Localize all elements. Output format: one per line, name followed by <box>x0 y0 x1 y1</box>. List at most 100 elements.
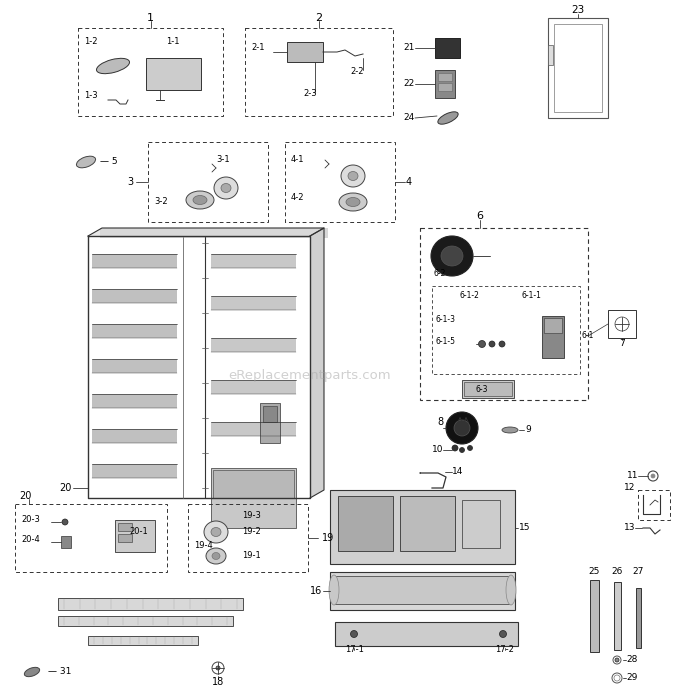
Text: 6-1-2: 6-1-2 <box>460 291 480 300</box>
Ellipse shape <box>62 519 68 525</box>
Text: eReplacementparts.com: eReplacementparts.com <box>229 368 391 382</box>
Polygon shape <box>92 324 177 338</box>
Text: — 31: — 31 <box>48 668 71 676</box>
Polygon shape <box>211 296 296 310</box>
Text: 6-1-3: 6-1-3 <box>436 316 456 325</box>
Bar <box>462 380 514 398</box>
Ellipse shape <box>499 341 505 347</box>
Bar <box>263 406 277 422</box>
Text: 13: 13 <box>624 524 635 533</box>
Ellipse shape <box>346 197 360 206</box>
Text: 1-2: 1-2 <box>84 38 97 46</box>
Text: 3-2: 3-2 <box>154 197 167 206</box>
Bar <box>58 616 233 626</box>
Ellipse shape <box>339 193 367 211</box>
Ellipse shape <box>459 447 465 452</box>
Bar <box>146 58 201 90</box>
Polygon shape <box>92 254 177 268</box>
Polygon shape <box>211 380 296 394</box>
Ellipse shape <box>489 341 495 347</box>
Text: 6-1: 6-1 <box>582 332 594 340</box>
Bar <box>213 470 294 498</box>
Text: 18: 18 <box>212 677 224 687</box>
Polygon shape <box>92 429 177 443</box>
Bar <box>432 286 580 374</box>
Bar <box>435 70 455 98</box>
Bar <box>78 28 223 116</box>
Text: 9: 9 <box>525 426 531 435</box>
Polygon shape <box>92 289 177 303</box>
Bar <box>435 38 460 58</box>
Text: 19-1: 19-1 <box>242 552 260 561</box>
Ellipse shape <box>438 112 458 124</box>
Ellipse shape <box>348 172 358 181</box>
Bar <box>420 228 588 400</box>
Ellipse shape <box>500 631 507 638</box>
Text: 29: 29 <box>626 673 638 682</box>
Text: 11: 11 <box>626 472 638 480</box>
Ellipse shape <box>204 521 228 543</box>
Text: 20-3: 20-3 <box>21 515 40 524</box>
Text: 2-2: 2-2 <box>350 67 363 76</box>
Text: 20: 20 <box>60 483 72 493</box>
Bar <box>245 28 393 116</box>
Bar <box>590 580 599 652</box>
Bar <box>58 598 243 610</box>
Ellipse shape <box>193 195 207 204</box>
Text: 27: 27 <box>632 568 644 577</box>
Text: 6-3: 6-3 <box>475 386 487 395</box>
Ellipse shape <box>212 552 220 559</box>
Text: 24: 24 <box>404 113 415 122</box>
Ellipse shape <box>431 236 473 276</box>
Polygon shape <box>100 228 328 238</box>
Bar <box>548 18 608 118</box>
Bar <box>287 42 323 62</box>
Text: 28: 28 <box>626 655 638 664</box>
Bar <box>260 403 280 443</box>
Polygon shape <box>211 422 296 436</box>
Polygon shape <box>92 464 177 478</box>
Ellipse shape <box>216 666 220 670</box>
Bar <box>400 496 455 551</box>
Ellipse shape <box>446 412 478 444</box>
Text: 4-1: 4-1 <box>291 155 304 164</box>
Ellipse shape <box>25 667 40 677</box>
Polygon shape <box>310 228 324 498</box>
Ellipse shape <box>651 474 655 478</box>
Bar <box>115 520 155 552</box>
Text: 6-1-5: 6-1-5 <box>436 337 456 346</box>
Bar <box>462 500 500 548</box>
Ellipse shape <box>468 445 472 451</box>
Bar <box>608 310 636 338</box>
Polygon shape <box>211 254 296 268</box>
Text: 20-4: 20-4 <box>21 536 40 545</box>
Bar <box>330 490 515 564</box>
Text: 14: 14 <box>452 468 463 477</box>
Ellipse shape <box>97 58 130 74</box>
Text: 6-1-1: 6-1-1 <box>522 291 542 300</box>
Bar <box>438 73 452 81</box>
Text: 20: 20 <box>19 491 32 501</box>
Ellipse shape <box>221 183 231 192</box>
Ellipse shape <box>214 177 238 199</box>
Text: 19: 19 <box>322 533 335 543</box>
Ellipse shape <box>211 528 221 536</box>
Bar <box>548 45 553 65</box>
Text: 22: 22 <box>404 80 415 88</box>
Bar <box>334 576 511 604</box>
Bar <box>554 24 602 112</box>
Text: 2-3: 2-3 <box>303 90 316 99</box>
Ellipse shape <box>441 246 463 266</box>
Text: — 5: — 5 <box>100 157 118 165</box>
Bar <box>636 588 641 648</box>
Text: 25: 25 <box>588 568 600 577</box>
Ellipse shape <box>206 548 226 564</box>
Ellipse shape <box>506 575 516 605</box>
Text: 20-1: 20-1 <box>129 528 148 536</box>
Ellipse shape <box>452 445 458 451</box>
Bar <box>188 504 308 572</box>
Text: 17-2: 17-2 <box>495 645 514 654</box>
Bar <box>338 496 393 551</box>
Bar <box>544 318 562 333</box>
Ellipse shape <box>76 156 96 168</box>
